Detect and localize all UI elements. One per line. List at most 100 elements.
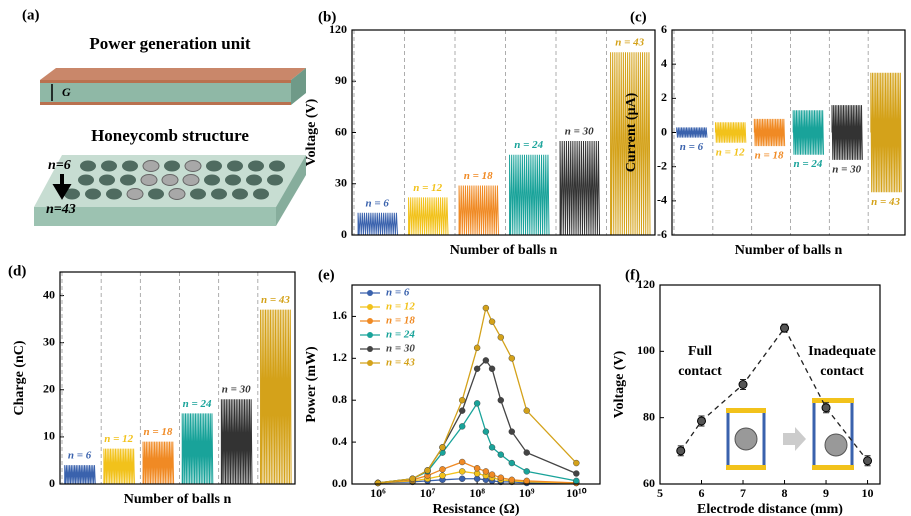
y-tick-label: 10 bbox=[43, 429, 55, 443]
hole bbox=[120, 175, 136, 186]
x-tick-label: 9 bbox=[823, 486, 829, 500]
category-label: n = 18 bbox=[464, 170, 493, 182]
hole bbox=[80, 161, 96, 172]
point bbox=[483, 468, 489, 474]
category-label: n = 43 bbox=[261, 294, 290, 306]
point bbox=[739, 381, 747, 389]
hole bbox=[101, 161, 117, 172]
y-tick-label: 0 bbox=[341, 227, 347, 241]
schematic-title: Power generation unit bbox=[89, 34, 251, 53]
y-tick-label: 120 bbox=[329, 22, 347, 36]
arrow bbox=[783, 427, 806, 451]
y-tick-label: -4 bbox=[657, 193, 667, 207]
legend-marker bbox=[367, 304, 373, 310]
point bbox=[375, 480, 381, 486]
hole bbox=[248, 161, 264, 172]
y-tick-label: 80 bbox=[643, 409, 655, 423]
slab-front bbox=[40, 80, 291, 105]
y-tick-label: 2 bbox=[661, 90, 667, 104]
y-tick-label: -6 bbox=[657, 227, 667, 241]
ball bbox=[183, 175, 199, 186]
y-tick-label: 4 bbox=[661, 56, 667, 70]
x-tick-label: 7 bbox=[740, 486, 746, 500]
x-tick-label: 10⁹ bbox=[519, 486, 535, 500]
y-tick-label: 20 bbox=[43, 382, 55, 396]
slab-top bbox=[40, 68, 306, 80]
x-tick-label: 5 bbox=[657, 486, 663, 500]
hole bbox=[85, 189, 101, 200]
legend-marker bbox=[367, 318, 373, 324]
point bbox=[483, 429, 489, 435]
point bbox=[474, 345, 480, 351]
hole bbox=[164, 161, 180, 172]
y-tick-label: 120 bbox=[637, 277, 655, 291]
point bbox=[489, 472, 495, 478]
point bbox=[489, 444, 495, 450]
point bbox=[483, 357, 489, 363]
y-tick-label: 90 bbox=[335, 73, 347, 87]
legend-label: n = 43 bbox=[386, 357, 415, 369]
legend-marker bbox=[367, 290, 373, 296]
signal bbox=[182, 413, 213, 484]
point bbox=[459, 476, 465, 482]
point bbox=[781, 324, 789, 332]
legend-label: n = 18 bbox=[386, 315, 415, 327]
hole bbox=[225, 175, 241, 186]
hole bbox=[106, 189, 122, 200]
y-axis-label: Charge (nC) bbox=[12, 340, 27, 415]
annotation: Full bbox=[688, 344, 712, 359]
figure: (a) Power generation unit G Honeycomb st… bbox=[0, 0, 911, 516]
point bbox=[509, 429, 515, 435]
point bbox=[474, 400, 480, 406]
y-tick-label: 6 bbox=[661, 22, 667, 36]
legend-label: n = 12 bbox=[386, 301, 415, 313]
signal bbox=[793, 110, 823, 154]
x-tick-label: 10¹⁰ bbox=[566, 486, 587, 500]
category-label: n = 18 bbox=[755, 150, 784, 162]
y-tick-label: 0 bbox=[49, 476, 55, 490]
electrode bbox=[812, 398, 854, 403]
point bbox=[489, 319, 495, 325]
point bbox=[483, 305, 489, 311]
x-tick-label: 6 bbox=[699, 486, 705, 500]
legend-label: n = 30 bbox=[386, 343, 415, 355]
point bbox=[573, 460, 579, 466]
hole bbox=[78, 175, 94, 186]
inset bbox=[726, 398, 854, 470]
point bbox=[459, 397, 465, 403]
x-tick-label: 10 bbox=[862, 486, 874, 500]
point bbox=[489, 366, 495, 372]
signal bbox=[754, 119, 784, 146]
point bbox=[425, 467, 431, 473]
point bbox=[524, 468, 530, 474]
x-axis-label: Number of balls n bbox=[735, 243, 843, 258]
hole bbox=[190, 189, 206, 200]
x-axis-label: Number of balls n bbox=[124, 492, 232, 507]
category-label: n = 12 bbox=[413, 182, 442, 194]
x-axis-label: Electrode distance (mm) bbox=[697, 502, 843, 516]
electrode bbox=[726, 465, 766, 470]
x-axis-label: Number of balls n bbox=[450, 243, 558, 258]
annotation: Inadequate bbox=[808, 344, 876, 359]
signal bbox=[104, 449, 135, 484]
signal bbox=[677, 127, 707, 137]
plot-frame bbox=[60, 272, 295, 484]
y-axis-label: Voltage (V) bbox=[612, 350, 627, 418]
signal bbox=[221, 399, 252, 484]
hole bbox=[227, 161, 243, 172]
slab-electrode bbox=[40, 102, 291, 105]
point bbox=[459, 468, 465, 474]
point bbox=[573, 471, 579, 477]
point bbox=[439, 473, 445, 479]
hole bbox=[99, 175, 115, 186]
point bbox=[822, 404, 830, 412]
category-label: n = 12 bbox=[104, 433, 133, 445]
series-line bbox=[378, 360, 576, 483]
point bbox=[474, 366, 480, 372]
point bbox=[459, 408, 465, 414]
category-label: n = 6 bbox=[680, 141, 704, 153]
hole bbox=[269, 161, 285, 172]
point bbox=[573, 478, 579, 484]
point bbox=[524, 478, 530, 484]
ball bbox=[162, 175, 178, 186]
